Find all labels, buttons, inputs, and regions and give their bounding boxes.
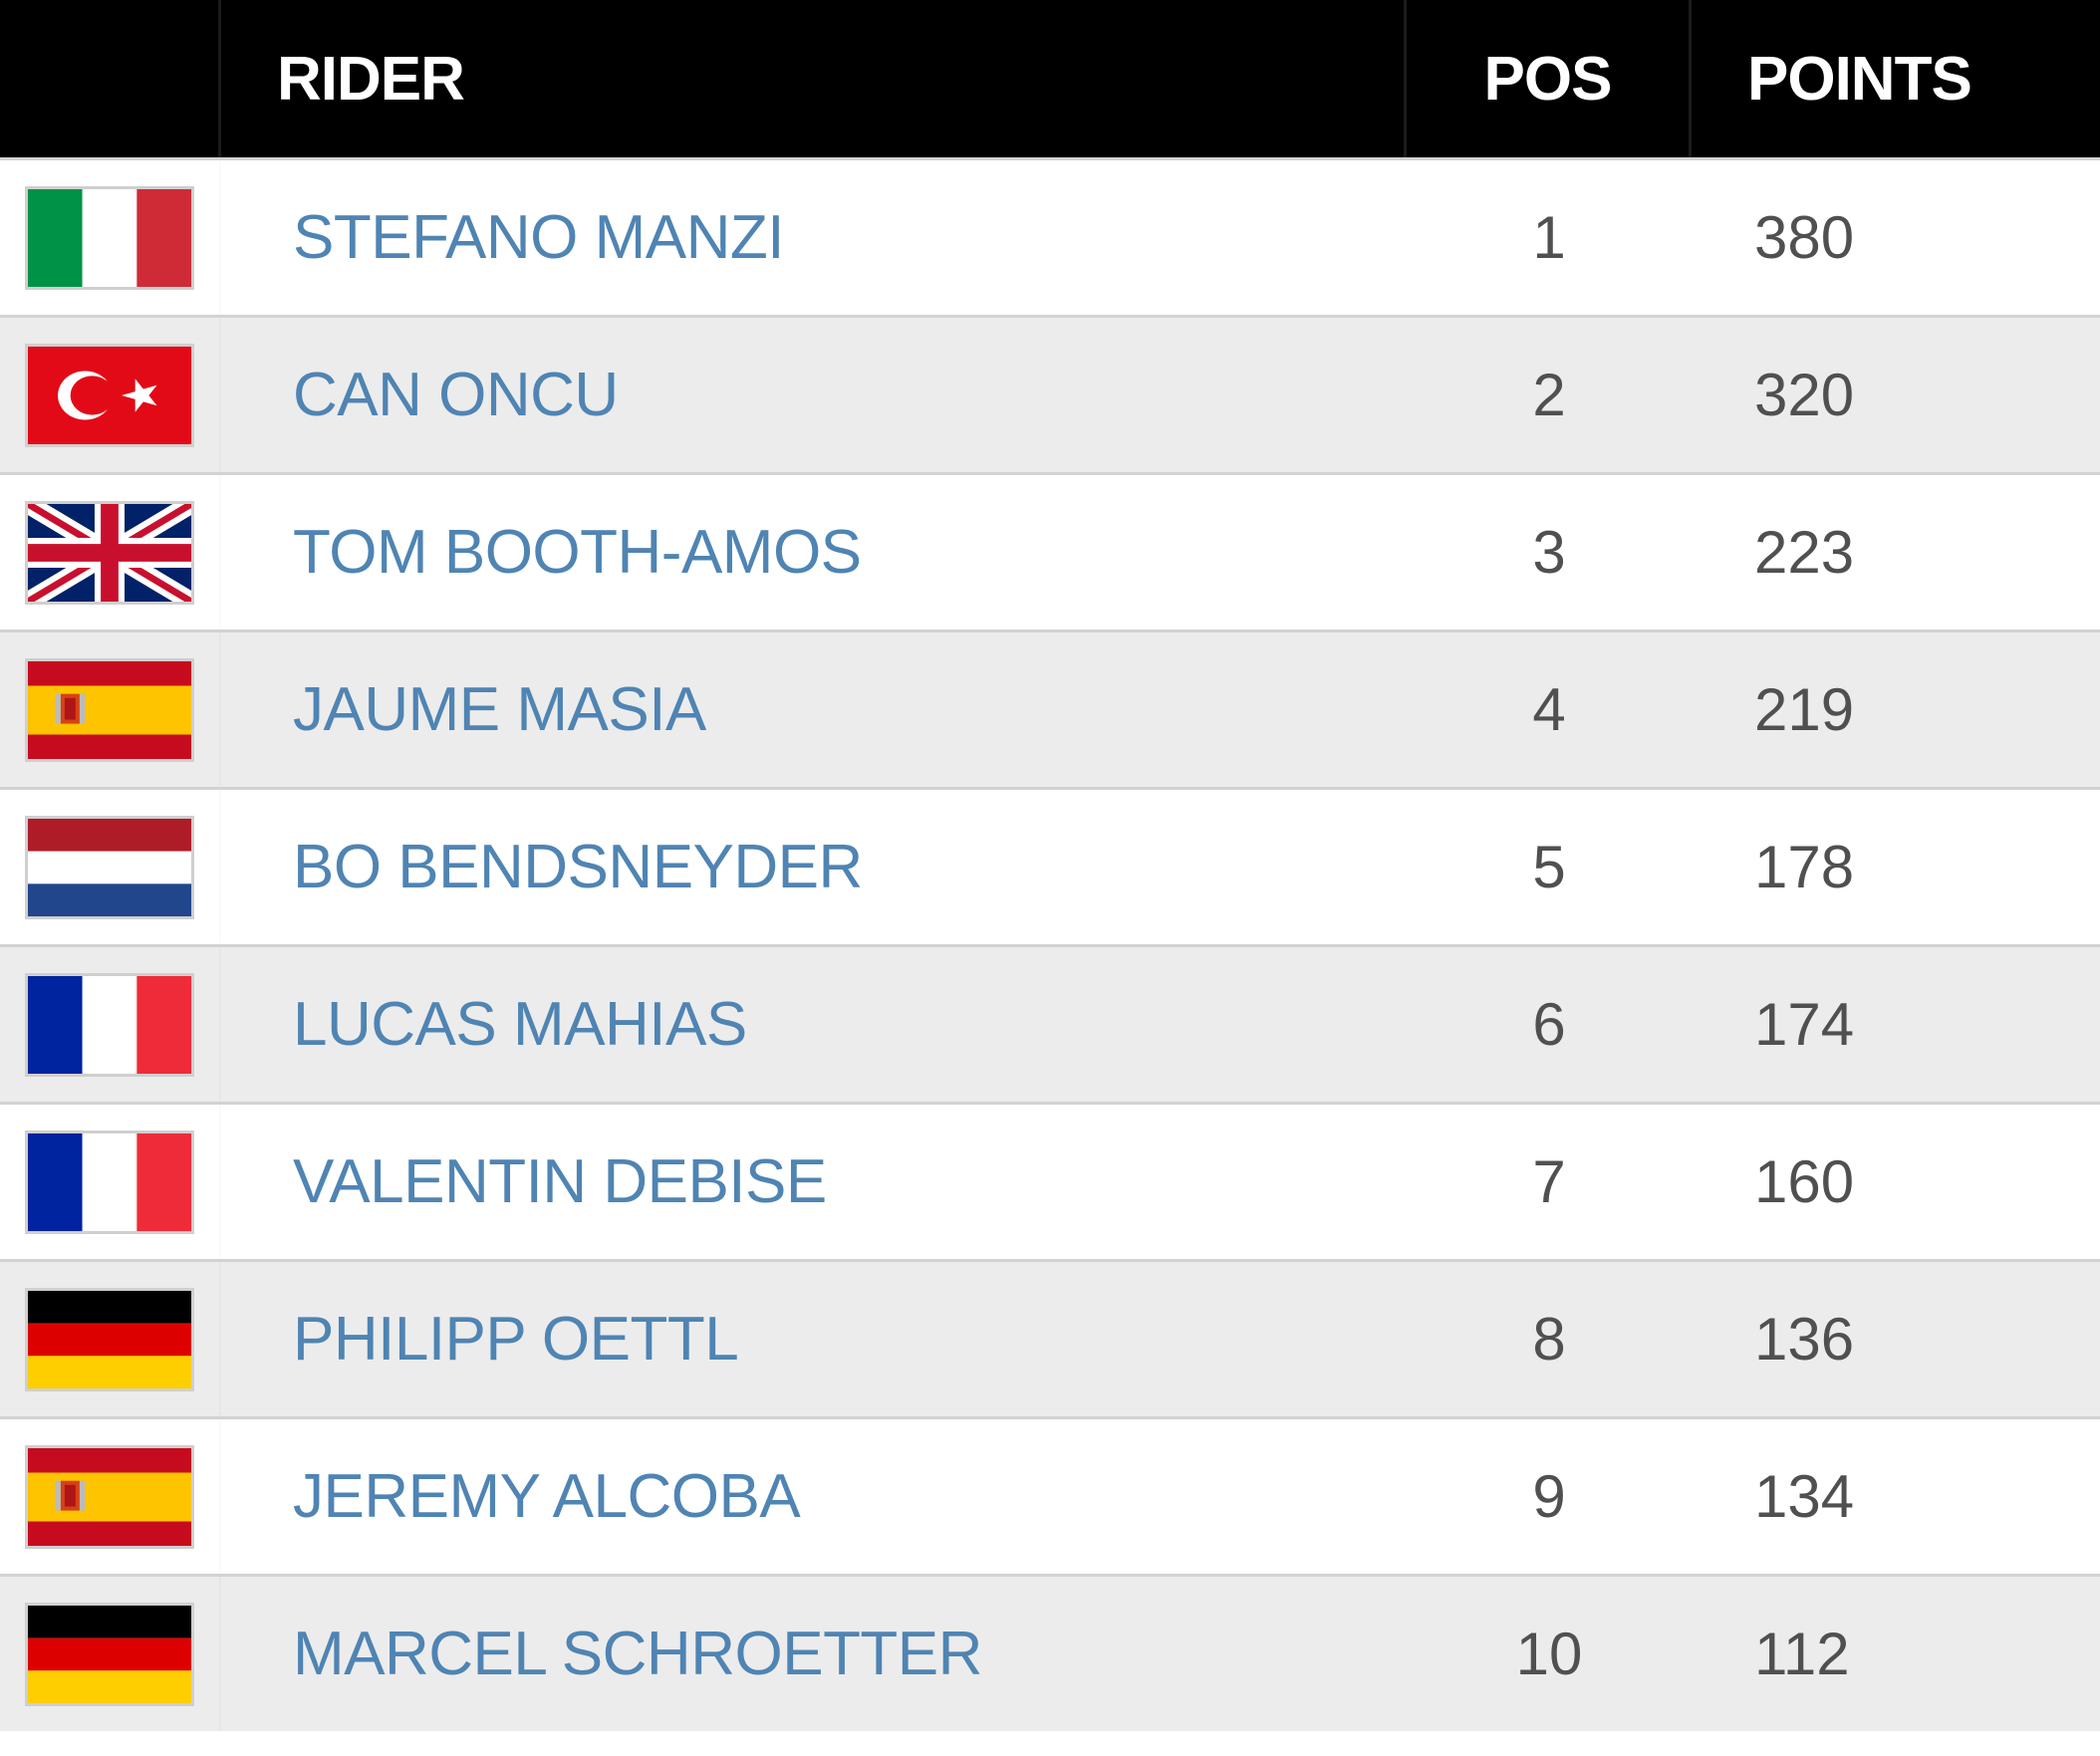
points-value: 178 xyxy=(1754,834,1855,900)
table-row[interactable]: STEFANO MANZI 1 380 xyxy=(0,157,2100,315)
rider-name-link[interactable]: STEFANO MANZI xyxy=(293,203,784,272)
france-flag-icon xyxy=(25,1129,194,1234)
table-row[interactable]: JEREMY ALCOBA 9 134 xyxy=(0,1416,2100,1574)
table-row[interactable]: PHILIPP OETTL 8 136 xyxy=(0,1259,2100,1416)
position-value: 4 xyxy=(1532,676,1566,743)
rider-name-link[interactable]: JAUME MASIA xyxy=(293,675,706,744)
table-row[interactable]: LUCAS MAHIAS 6 174 xyxy=(0,944,2100,1102)
table-row[interactable]: CAN ONCU 2 320 xyxy=(0,315,2100,472)
turkey-flag-icon xyxy=(25,343,194,447)
rider-name-link[interactable]: TOM BOOTH-AMOS xyxy=(293,518,862,587)
position-value: 2 xyxy=(1532,362,1566,428)
rider-name-link[interactable]: LUCAS MAHIAS xyxy=(293,990,747,1059)
points-value: 219 xyxy=(1754,676,1855,743)
points-value: 160 xyxy=(1754,1148,1855,1215)
points-value: 112 xyxy=(1754,1621,1850,1687)
rider-name-link[interactable]: PHILIPP OETTL xyxy=(293,1305,739,1374)
header-rider[interactable]: RIDER xyxy=(221,0,1407,157)
header-points[interactable]: POINTS xyxy=(1747,44,1972,114)
spain-flag-icon xyxy=(25,657,194,762)
points-value: 223 xyxy=(1754,519,1855,586)
points-value: 134 xyxy=(1754,1463,1855,1530)
table-row[interactable]: BO BENDSNEYDER 5 178 xyxy=(0,787,2100,944)
netherlands-flag-icon xyxy=(25,815,194,919)
header-flag-column xyxy=(0,0,221,157)
spain-flag-icon xyxy=(25,1444,194,1549)
table-row[interactable]: MARCEL SCHROETTER 10 112 xyxy=(0,1574,2100,1731)
rider-name-link[interactable]: MARCEL SCHROETTER xyxy=(293,1620,982,1688)
points-value: 320 xyxy=(1754,362,1855,428)
rider-name-link[interactable]: VALENTIN DEBISE xyxy=(293,1147,827,1216)
table-header: RIDER POS POINTS xyxy=(0,0,2100,157)
position-value: 10 xyxy=(1515,1621,1583,1687)
position-value: 1 xyxy=(1532,204,1566,271)
table-row[interactable]: TOM BOOTH-AMOS 3 223 xyxy=(0,472,2100,629)
position-value: 5 xyxy=(1532,834,1566,900)
table-row[interactable]: JAUME MASIA 4 219 xyxy=(0,629,2100,787)
france-flag-icon xyxy=(25,972,194,1077)
points-value: 136 xyxy=(1754,1306,1855,1373)
points-value: 174 xyxy=(1754,991,1855,1058)
position-value: 8 xyxy=(1532,1306,1566,1373)
rider-name-link[interactable]: CAN ONCU xyxy=(293,361,619,429)
italy-flag-icon xyxy=(25,185,194,290)
germany-flag-icon xyxy=(25,1287,194,1391)
table-row[interactable]: VALENTIN DEBISE 7 160 xyxy=(0,1102,2100,1259)
position-value: 9 xyxy=(1532,1463,1566,1530)
position-value: 6 xyxy=(1532,991,1566,1058)
points-value: 380 xyxy=(1754,204,1855,271)
germany-flag-icon xyxy=(25,1602,194,1706)
rider-name-link[interactable]: BO BENDSNEYDER xyxy=(293,833,863,901)
position-value: 3 xyxy=(1532,519,1566,586)
position-value: 7 xyxy=(1532,1148,1566,1215)
uk-flag-icon xyxy=(25,500,194,605)
header-pos[interactable]: POS xyxy=(1407,0,1692,157)
rider-name-link[interactable]: JEREMY ALCOBA xyxy=(293,1462,801,1531)
